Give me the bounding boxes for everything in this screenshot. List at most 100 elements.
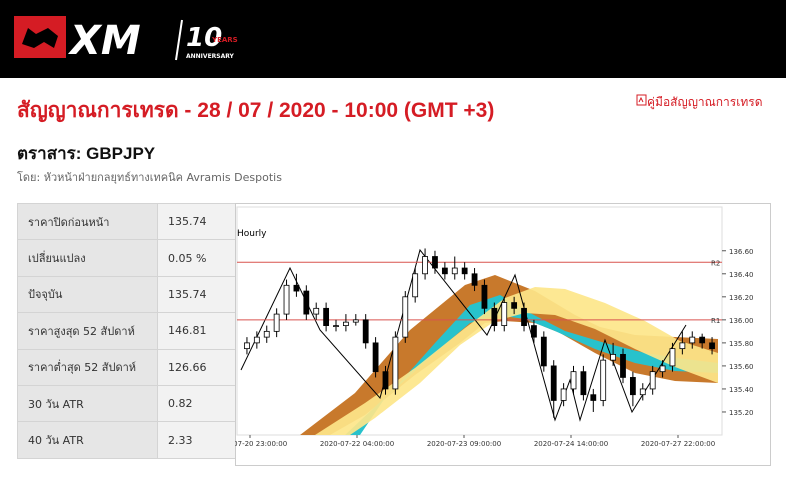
stat-label: ราคาสูงสุด 52 สัปดาห์ <box>17 312 158 350</box>
logo-bull <box>22 28 58 48</box>
candle-body <box>422 256 428 275</box>
level-label: R2 <box>711 259 720 267</box>
candle-body <box>441 267 448 275</box>
candle-body <box>629 377 636 396</box>
candle-body <box>382 371 389 390</box>
level-label: R1 <box>711 317 720 325</box>
candle-body <box>679 342 686 350</box>
anniversary-years: YEARS <box>211 36 238 44</box>
candle-body <box>392 336 399 390</box>
stat-value: 126.66 <box>157 348 236 386</box>
page-title: สัญญาณการเทรด - 28 / 07 / 2020 - 10:00 (… <box>17 99 495 122</box>
y-tick-label: 135.20 <box>729 409 754 417</box>
timeframe: Hourly <box>237 229 267 239</box>
candle-body <box>639 388 646 396</box>
y-tick-label: 135.80 <box>729 340 754 348</box>
stat-value: 135.74 <box>157 202 236 241</box>
candle-body <box>610 353 616 361</box>
chart: Hourly 135.20 135.40 135.60 135.80 136.00 136… <box>235 203 771 466</box>
candle-body <box>343 321 349 327</box>
stat-label: ราคาต่ำสุด 52 สัปดาห์ <box>17 348 158 386</box>
stat-value: 135.74 <box>157 275 236 314</box>
x-tick-label: 2020-07-27 22:00:00 <box>641 440 715 448</box>
candle-body <box>253 336 260 344</box>
candle-body <box>649 371 656 390</box>
table-row: ปัจจุบัน 135.74 <box>17 275 236 314</box>
candle-body <box>372 342 379 373</box>
candle-body <box>560 388 567 401</box>
table-row: ราคาต่ำสุด 52 สัปดาห์ 126.66 <box>17 348 236 386</box>
candle-body <box>699 336 706 344</box>
candle-body <box>570 371 577 390</box>
guide-link-text[interactable]: คู่มือสัญญาณการเทรด <box>647 95 763 109</box>
anniversary-text: ANNIVERSARY <box>186 53 235 60</box>
y-tick-label: 136.60 <box>729 248 754 256</box>
candle-body <box>590 394 597 401</box>
candle-body <box>461 267 468 275</box>
candle-body <box>491 307 498 327</box>
candle-body <box>689 336 696 344</box>
table-row: 30 วัน ATR 0.82 <box>17 384 236 423</box>
candle-body <box>412 273 419 298</box>
x-tick-label: 2020-07-24 14:00:00 <box>534 440 608 448</box>
candle-body <box>293 284 300 292</box>
stat-label: 40 วัน ATR <box>17 421 158 459</box>
x-tick-label: 2020-07-23 09:00:00 <box>427 440 501 448</box>
stat-label: 30 วัน ATR <box>17 384 158 423</box>
pdf-icon <box>636 94 647 106</box>
candle-body <box>313 307 320 315</box>
x-tick-label: 2020-07-20 23:00:00 <box>235 440 287 448</box>
y-tick-label: 136.40 <box>729 271 754 279</box>
stat-value: 0.05 % <box>157 239 236 277</box>
header-bar: XM 10 YEARS ANNIVERSARY <box>0 0 786 78</box>
candle-body <box>244 342 250 350</box>
candle-body <box>333 325 339 328</box>
stat-label: เปลี่ยนแปลง <box>17 239 158 277</box>
table-row: ราคาปิดก่อนหน้า 135.74 <box>17 202 236 241</box>
candle-body <box>501 302 508 327</box>
chart-content: 135.20 135.40 135.60 135.80 136.00 136.20 136.… <box>235 248 754 448</box>
stat-value: 0.82 <box>157 384 236 423</box>
candle-body <box>352 319 359 323</box>
instrument: ตราสาร: GBPJPY <box>17 144 156 163</box>
candle-body <box>402 296 409 338</box>
candle-body <box>550 365 557 401</box>
logo-text: XM <box>67 18 141 64</box>
author: โดย: หัวหน้าฝ่ายกลยุทธ์ทางเทคนิค Avramis… <box>17 171 282 184</box>
candle-body <box>709 342 715 350</box>
y-tick-label: 136.00 <box>729 317 754 325</box>
y-tick-label: 135.40 <box>729 386 754 394</box>
guide-link[interactable]: คู่มือสัญญาณการเทรด <box>636 93 763 112</box>
y-tick-label: 135.60 <box>729 363 754 371</box>
candle-body <box>303 290 310 315</box>
candle-body <box>273 313 280 332</box>
logo[interactable]: XM 10 YEARS ANNIVERSARY <box>14 14 244 64</box>
candle-body <box>471 273 478 286</box>
candle-body <box>521 307 527 327</box>
candle-body <box>669 348 676 367</box>
band-yellow <box>315 287 718 435</box>
candle-body <box>540 336 547 367</box>
stat-label: ปัจจุบัน <box>17 275 158 314</box>
candle-body <box>263 330 270 338</box>
candle-body <box>659 365 666 373</box>
candle-body <box>451 267 458 275</box>
table-row: 40 วัน ATR 2.33 <box>17 421 236 459</box>
stats-table: ราคาปิดก่อนหน้า 135.74 เปลี่ยนแปลง 0.05 % ปั… <box>17 202 236 459</box>
stat-value: 2.33 <box>157 421 236 459</box>
anniversary-number: 10 <box>186 23 222 53</box>
candle-body <box>362 319 369 344</box>
x-tick-label: 2020-07-22 04:00:00 <box>320 440 394 448</box>
table-row: เปลี่ยนแปลง 0.05 % <box>17 239 236 277</box>
candle-body <box>432 256 438 269</box>
candle-body <box>531 325 537 338</box>
table-row: ราคาสูงสุด 52 สัปดาห์ 146.81 <box>17 312 236 350</box>
candle-body <box>620 353 626 378</box>
candle-body <box>600 359 607 401</box>
stat-value: 146.81 <box>157 312 236 350</box>
y-tick-label: 136.20 <box>729 294 754 302</box>
candle-body <box>580 371 587 396</box>
zigzag <box>240 248 687 422</box>
stat-label: ราคาปิดก่อนหน้า <box>17 202 158 241</box>
